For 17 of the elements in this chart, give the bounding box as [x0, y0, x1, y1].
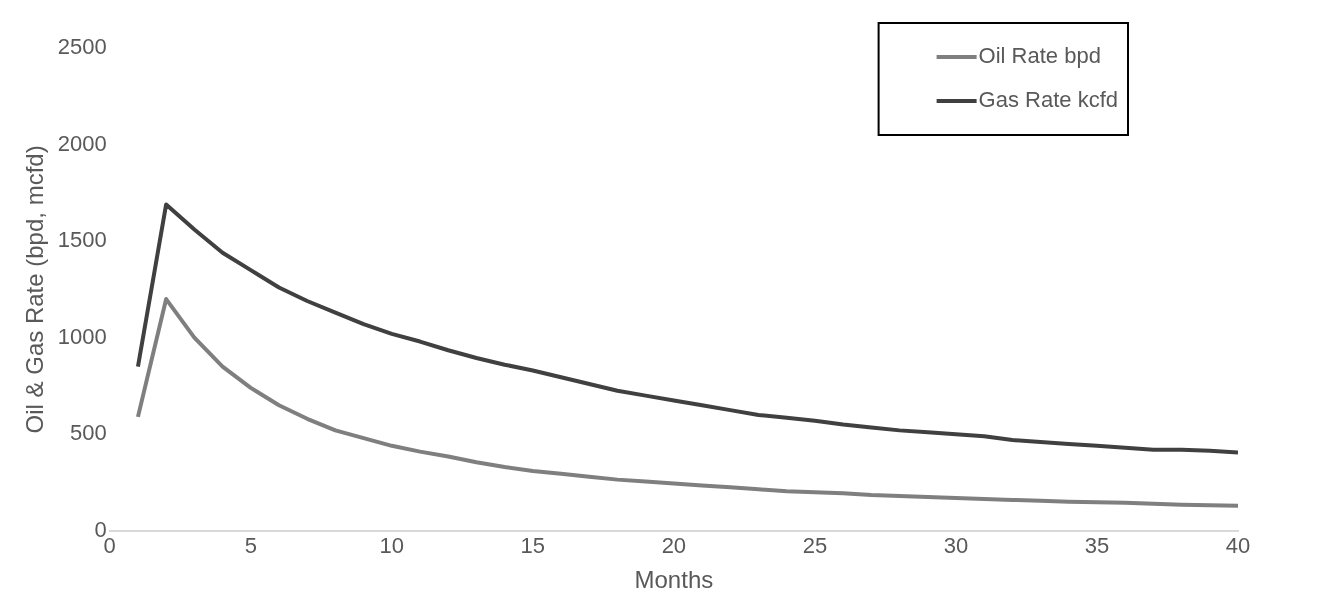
x-tick-label: 10	[379, 533, 405, 559]
x-tick-label: 20	[661, 533, 687, 559]
x-tick-label: 15	[520, 533, 546, 559]
x-tick-label: 5	[244, 533, 257, 559]
y-tick-label: 500	[70, 420, 107, 446]
x-tick-label: 35	[1084, 533, 1110, 559]
x-axis-title: Months	[634, 566, 714, 594]
x-tick-label: 30	[943, 533, 969, 559]
x-tick-label: 25	[802, 533, 828, 559]
legend-label: Oil Rate bpd	[978, 43, 1101, 69]
y-tick-label: 2000	[57, 130, 107, 156]
legend-label: Gas Rate kcfd	[978, 87, 1118, 113]
y-axis-title: Oil & Gas Rate (bpd, mcfd)	[21, 145, 49, 434]
x-tick-label: 40	[1225, 533, 1251, 559]
y-tick-label: 2500	[57, 34, 107, 60]
y-tick-label: 1500	[57, 227, 107, 253]
y-tick-label: 1000	[57, 323, 107, 349]
